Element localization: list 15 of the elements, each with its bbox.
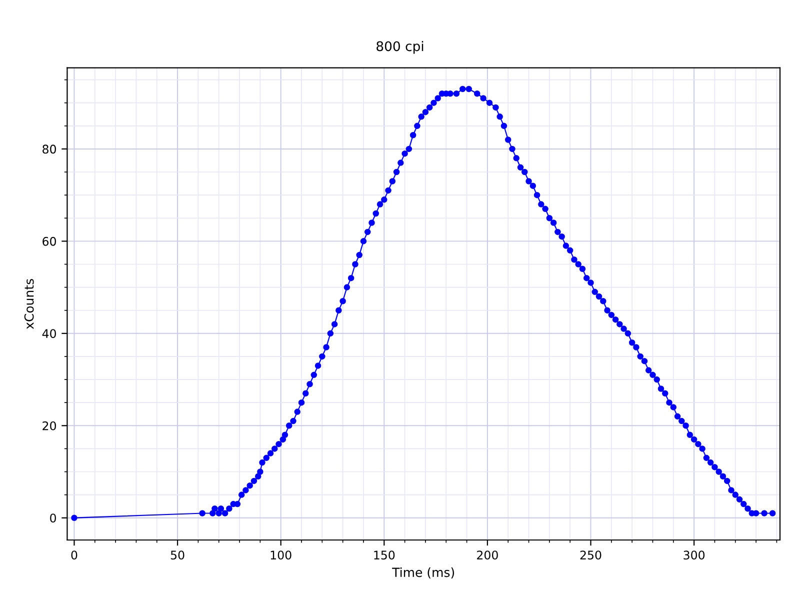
x-tick-label: 50 (170, 550, 184, 560)
x-tick-label: 100 (270, 550, 292, 560)
y-tick-label: 0 (50, 514, 56, 523)
x-tick-label: 200 (477, 550, 498, 560)
chart-subtitle: 800 cpi (376, 40, 424, 54)
y-tick-label: 60 (42, 236, 56, 246)
x-tick-label: 250 (580, 550, 602, 560)
x-axis-title: Time (ms) (392, 567, 454, 579)
x-tick-label: 0 (71, 550, 78, 560)
y-tick-label: 80 (42, 144, 56, 154)
y-tick-label: 20 (42, 421, 56, 430)
x-tick-label: 300 (684, 550, 705, 560)
y-tick-label: 40 (42, 329, 56, 338)
x-tick-label: 150 (374, 550, 395, 560)
y-axis-title: xCounts (24, 278, 34, 330)
